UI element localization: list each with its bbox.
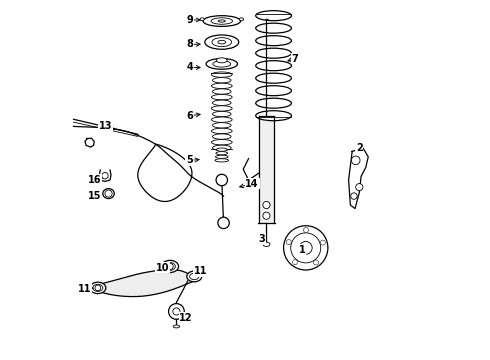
Circle shape [216,174,227,186]
Circle shape [320,240,325,245]
Circle shape [173,308,180,315]
Ellipse shape [218,20,225,22]
Text: 6: 6 [186,111,193,121]
Polygon shape [99,170,111,181]
Ellipse shape [263,242,270,247]
Circle shape [351,193,357,199]
Ellipse shape [256,61,292,71]
Circle shape [293,260,297,265]
Ellipse shape [256,11,292,21]
Ellipse shape [217,58,227,63]
Ellipse shape [205,35,239,49]
Text: 14: 14 [245,179,259,189]
Text: 2: 2 [356,143,363,153]
Ellipse shape [213,111,231,117]
Ellipse shape [90,282,106,294]
Circle shape [105,190,112,197]
Text: 11: 11 [77,284,91,294]
Ellipse shape [256,86,292,96]
Circle shape [314,260,318,265]
Ellipse shape [216,155,228,158]
Ellipse shape [211,18,232,24]
Ellipse shape [190,273,199,280]
Text: 11: 11 [194,266,207,276]
Ellipse shape [256,23,292,33]
Text: 7: 7 [292,54,298,64]
Ellipse shape [211,106,232,111]
Text: 3: 3 [259,234,266,244]
Ellipse shape [211,117,232,122]
Polygon shape [102,270,195,297]
Ellipse shape [211,128,232,134]
Text: 12: 12 [179,312,193,323]
Ellipse shape [213,145,231,150]
Ellipse shape [213,89,231,94]
Circle shape [218,217,229,229]
Circle shape [356,184,363,191]
Text: 1: 1 [299,245,306,255]
Ellipse shape [161,260,178,273]
Circle shape [263,202,270,208]
Circle shape [286,240,292,244]
Text: 9: 9 [186,15,193,25]
Circle shape [167,263,173,270]
Circle shape [303,228,309,233]
Ellipse shape [213,123,231,128]
Ellipse shape [213,61,231,67]
Circle shape [351,156,360,165]
Polygon shape [259,116,273,223]
Ellipse shape [213,100,231,105]
Ellipse shape [211,140,232,145]
Ellipse shape [206,59,238,69]
Circle shape [102,172,108,179]
Ellipse shape [103,189,114,199]
Ellipse shape [200,18,204,21]
Ellipse shape [213,134,231,139]
Text: 4: 4 [186,63,193,72]
Text: 16: 16 [88,175,102,185]
Ellipse shape [256,48,292,58]
Ellipse shape [256,111,292,121]
Circle shape [263,212,270,219]
Polygon shape [348,148,368,208]
Circle shape [291,233,321,263]
Ellipse shape [165,262,175,270]
Text: 8: 8 [186,39,193,49]
Circle shape [284,226,328,270]
Ellipse shape [256,73,292,83]
Ellipse shape [239,18,244,21]
Ellipse shape [212,38,232,46]
Ellipse shape [203,16,241,26]
Ellipse shape [211,72,232,77]
Circle shape [169,303,184,319]
Ellipse shape [187,271,202,282]
Ellipse shape [173,325,180,328]
Ellipse shape [216,152,228,155]
Ellipse shape [256,36,292,46]
Ellipse shape [213,77,231,83]
Polygon shape [85,138,94,147]
Text: 13: 13 [99,121,112,131]
Text: 10: 10 [156,262,170,273]
Circle shape [95,285,100,291]
Ellipse shape [211,94,232,100]
Circle shape [299,242,312,254]
Ellipse shape [256,98,292,108]
Text: 5: 5 [186,156,193,165]
Ellipse shape [211,83,232,89]
Ellipse shape [218,40,226,44]
Text: 15: 15 [88,191,102,201]
Ellipse shape [93,284,103,292]
Ellipse shape [217,148,227,151]
Ellipse shape [215,159,228,162]
